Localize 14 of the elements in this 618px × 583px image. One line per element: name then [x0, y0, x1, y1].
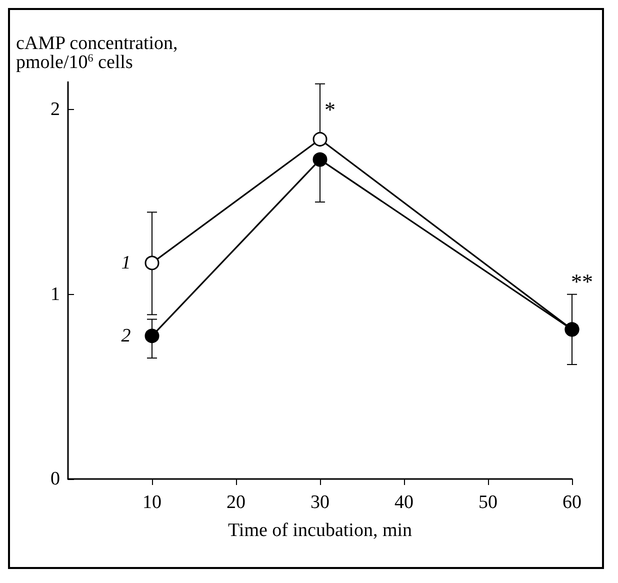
x-tick-label: 20	[226, 492, 246, 513]
x-tick-label: 10	[142, 492, 162, 513]
series-label: 1	[121, 252, 131, 274]
y-tick-label: 0	[50, 468, 60, 490]
x-tick-label: 40	[394, 492, 414, 513]
x-tick-label: 60	[562, 492, 582, 513]
y-tick-label: 2	[50, 99, 60, 120]
series-label: 2	[121, 325, 132, 346]
y-tick-label: 1	[50, 284, 60, 305]
annotation: *	[324, 97, 336, 122]
x-tick-label: 50	[478, 492, 498, 513]
x-axis-title: Time of incubation, min	[228, 520, 412, 541]
annotation: **	[571, 268, 593, 294]
x-tick-label: 30	[310, 492, 330, 513]
